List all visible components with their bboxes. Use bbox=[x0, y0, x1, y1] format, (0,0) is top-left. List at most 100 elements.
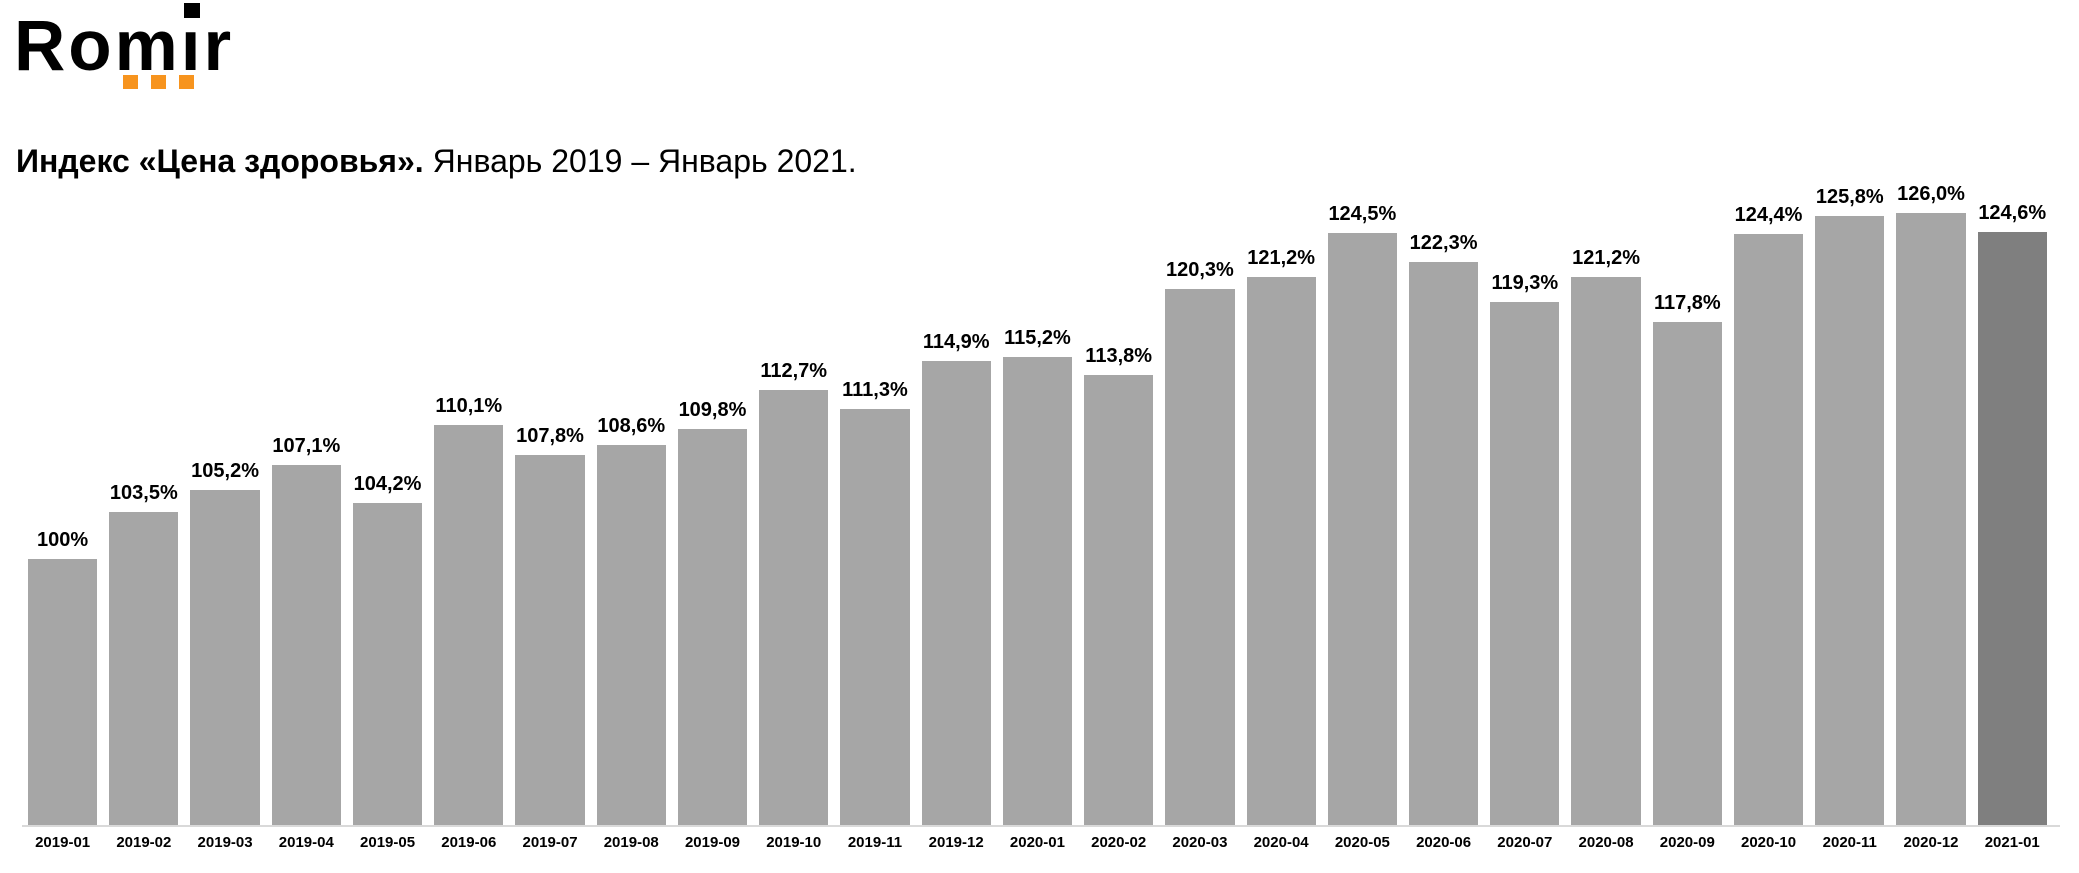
bar bbox=[109, 512, 179, 825]
bar bbox=[1084, 375, 1154, 825]
bar-value-label: 124,6% bbox=[1978, 202, 2047, 224]
bar bbox=[1896, 213, 1966, 825]
bar-column: 103,5% bbox=[109, 160, 179, 825]
bar-column: 126,0% bbox=[1896, 160, 1966, 825]
chart-title-period: Январь 2019 – Январь 2021. bbox=[432, 143, 857, 179]
bar-column: 124,5% bbox=[1327, 160, 1397, 825]
x-tick-label: 2020-05 bbox=[1334, 834, 1390, 851]
bar-value-label: 115,2% bbox=[1004, 327, 1071, 349]
logo-text-r: r bbox=[203, 7, 235, 86]
bar-value-label: 112,7% bbox=[760, 360, 828, 382]
bar-column: 120,3% bbox=[1165, 160, 1235, 825]
bar-value-label: 108,6% bbox=[597, 415, 666, 437]
bar-value-label: 104,2% bbox=[353, 473, 422, 495]
bar-value-label: 121,2% bbox=[1247, 247, 1316, 269]
logo-orange-square bbox=[151, 75, 166, 89]
bar bbox=[1815, 216, 1885, 825]
x-tick-label: 2020-04 bbox=[1253, 834, 1309, 851]
bar bbox=[28, 559, 98, 825]
logo-orange-square bbox=[123, 75, 138, 89]
bar bbox=[1733, 234, 1804, 825]
bar-value-label: 126,0% bbox=[1897, 183, 1965, 205]
logo-text-rom: Rom bbox=[14, 7, 181, 86]
bar bbox=[1246, 277, 1316, 825]
bar-column: 125,8% bbox=[1815, 160, 1885, 825]
bar-column: 114,9% bbox=[921, 160, 991, 825]
x-tick-label: 2019-12 bbox=[928, 834, 984, 851]
logo-i-dot-square bbox=[184, 3, 201, 18]
x-tick-label: 2020-06 bbox=[1416, 834, 1472, 851]
bar bbox=[1165, 289, 1235, 825]
bar-value-label: 105,2% bbox=[191, 460, 259, 482]
bar-column: 121,2% bbox=[1571, 160, 1641, 825]
bar bbox=[840, 409, 910, 825]
bar-value-label: 124,5% bbox=[1328, 203, 1397, 225]
chart-title: Индекс «Цена здоровья». Январь 2019 – Янв… bbox=[16, 141, 857, 181]
bar bbox=[190, 490, 260, 825]
x-tick-label: 2020-11 bbox=[1822, 834, 1877, 851]
logo-text-i: ı bbox=[180, 7, 204, 86]
bar-value-label: 114,9% bbox=[922, 331, 990, 353]
bar-value-label: 100% bbox=[37, 529, 89, 551]
bar-value-label: 117,8% bbox=[1653, 292, 1721, 314]
bar-column: 113,8% bbox=[1084, 160, 1154, 825]
bar-value-label: 107,1% bbox=[272, 435, 341, 457]
chart-title-name: Индекс «Цена здоровья». bbox=[16, 143, 424, 179]
x-tick-label: 2019-11 bbox=[847, 834, 903, 851]
bar-column: 105,2% bbox=[190, 160, 260, 825]
x-tick-label: 2019-04 bbox=[278, 834, 334, 851]
x-tick-label: 2019-01 bbox=[35, 834, 91, 851]
x-axis-labels: 2019-01 2019-02 2019-03 2019-04 2019-05 2019-… bbox=[28, 834, 2047, 852]
x-tick-label: 2019-06 bbox=[441, 834, 497, 851]
romir-logo-text: Romı r bbox=[14, 3, 234, 82]
bar-value-label: 109,8% bbox=[678, 399, 747, 421]
x-tick-label: 2020-12 bbox=[1903, 834, 1959, 851]
bar-chart: 100% 103,5% 105,2% 107,1% 104,2% 110,1% 107,8%… bbox=[22, 160, 2060, 852]
x-tick-label: 2019-09 bbox=[684, 834, 741, 851]
x-tick-label: 2020-09 bbox=[1659, 834, 1715, 851]
bar-value-label: 111,3% bbox=[842, 379, 908, 401]
x-tick-label: 2019-03 bbox=[197, 834, 253, 851]
bar-value-label: 125,8% bbox=[1815, 186, 1884, 208]
bar-value-label: 122,3% bbox=[1409, 232, 1478, 254]
bar bbox=[271, 465, 341, 825]
bar-value-label: 110,1% bbox=[435, 395, 503, 417]
bar-column: 100% bbox=[28, 160, 98, 825]
bar-column: 121,2% bbox=[1246, 160, 1316, 825]
bar-column: 108,6% bbox=[596, 160, 666, 825]
x-tick-label: 2019-08 bbox=[603, 834, 659, 851]
bar bbox=[1408, 262, 1479, 825]
logo-orange-dots bbox=[123, 75, 194, 89]
bar-value-label: 107,8% bbox=[516, 425, 584, 447]
bar-column: 117,8% bbox=[1652, 160, 1722, 825]
bar bbox=[759, 390, 829, 825]
bar-value-label: 120,3% bbox=[1165, 259, 1234, 281]
bar-value-label: 121,2% bbox=[1572, 247, 1640, 269]
x-tick-label: 2020-03 bbox=[1172, 834, 1228, 851]
x-tick-label: 2021-01 bbox=[1984, 834, 2040, 851]
bar bbox=[352, 503, 423, 825]
x-tick-label: 2020-08 bbox=[1578, 834, 1634, 851]
bar-column: 107,8% bbox=[515, 160, 585, 825]
bar-column: 104,2% bbox=[352, 160, 423, 825]
bar-value-label: 119,3% bbox=[1491, 272, 1559, 294]
bar-column: 109,8% bbox=[677, 160, 748, 825]
x-tick-label: 2019-02 bbox=[116, 834, 172, 851]
bar bbox=[1977, 232, 2047, 825]
bar-column: 124,4% bbox=[1733, 160, 1804, 825]
bar-column: 124,6% bbox=[1977, 160, 2047, 825]
bar bbox=[677, 429, 748, 825]
bar-value-label: 124,4% bbox=[1734, 204, 1803, 226]
bar-column: 107,1% bbox=[271, 160, 341, 825]
bar bbox=[596, 445, 666, 825]
bar bbox=[921, 361, 991, 825]
x-tick-label: 2020-07 bbox=[1497, 834, 1553, 851]
bar-value-label: 103,5% bbox=[109, 482, 178, 504]
bar bbox=[1490, 302, 1560, 825]
x-tick-label: 2019-07 bbox=[522, 834, 578, 851]
bar bbox=[1002, 357, 1073, 825]
x-tick-label: 2019-10 bbox=[766, 834, 822, 851]
bar bbox=[1652, 322, 1722, 825]
bar bbox=[515, 455, 585, 825]
